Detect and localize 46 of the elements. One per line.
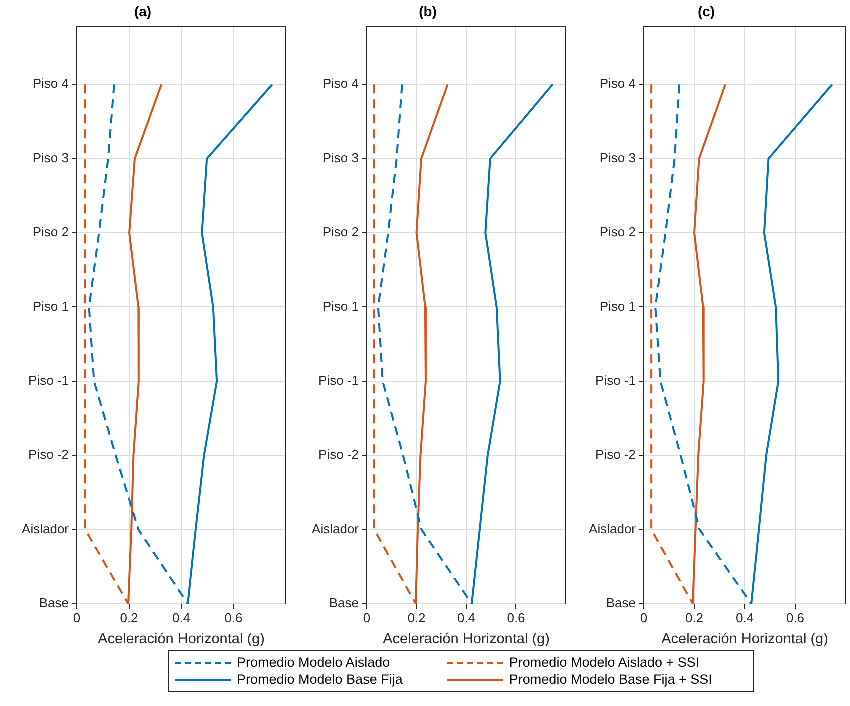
chart-title: (c) (698, 3, 716, 20)
x-tick-label: 0.4 (172, 610, 191, 626)
y-tick-label: Piso -2 (596, 447, 636, 462)
legend-label: Promedio Modelo Aislado (237, 655, 390, 670)
x-tick-label: 0.4 (736, 610, 754, 626)
y-tick-label: Piso -1 (318, 373, 359, 388)
y-tick-label: Piso 1 (32, 298, 69, 314)
y-tick-label: Piso 2 (32, 224, 69, 240)
x-tick-label: 0.6 (507, 610, 526, 626)
x-tick-label: 0.6 (224, 610, 243, 626)
y-tick-label: Piso -2 (28, 447, 69, 462)
y-tick-label: Piso 2 (322, 224, 359, 240)
x-tick-label: 0.4 (457, 610, 476, 626)
y-tick-label: Piso -1 (28, 373, 69, 388)
y-tick-label: Aislador (22, 521, 70, 536)
legend-label: Promedio Modelo Aislado + SSI (509, 655, 700, 670)
y-tick-label: Piso 4 (322, 76, 359, 92)
x-tick-label: 0.2 (408, 610, 426, 626)
y-tick-label: Piso 4 (32, 76, 69, 92)
chart-title: (b) (419, 3, 437, 20)
y-tick-label: Base (39, 596, 69, 611)
y-tick-label: Aislador (589, 521, 637, 536)
x-tick-label: 0 (363, 610, 371, 626)
y-tick-label: Piso 3 (322, 150, 359, 166)
y-tick-label: Piso 1 (600, 298, 636, 314)
chart-title: (a) (134, 3, 152, 20)
x-tick-label: 0.2 (685, 610, 704, 626)
y-tick-label: Piso 2 (600, 224, 636, 240)
y-tick-label: Aislador (312, 521, 360, 536)
x-axis-title: Aceleración Horizontal (g) (383, 631, 550, 648)
x-tick-label: 0 (640, 610, 648, 626)
legend-label: Promedio Modelo Base Fija + SSI (509, 672, 712, 687)
y-tick-label: Base (329, 596, 359, 611)
y-tick-label: Piso 1 (322, 298, 359, 314)
x-axis-title: Aceleración Horizontal (g) (98, 631, 265, 648)
x-tick-label: 0.2 (120, 610, 138, 626)
y-tick-label: Piso 3 (600, 150, 636, 166)
x-axis-title: Aceleración Horizontal (g) (662, 631, 828, 648)
y-tick-label: Piso -1 (596, 373, 636, 388)
x-tick-label: 0.6 (786, 610, 805, 626)
y-tick-label: Piso 3 (32, 150, 69, 166)
y-tick-label: Piso -2 (318, 447, 359, 462)
y-tick-label: Base (606, 596, 636, 611)
x-tick-label: 0 (73, 610, 81, 626)
legend-label: Promedio Modelo Base Fija (237, 672, 403, 687)
y-tick-label: Piso 4 (600, 76, 636, 92)
